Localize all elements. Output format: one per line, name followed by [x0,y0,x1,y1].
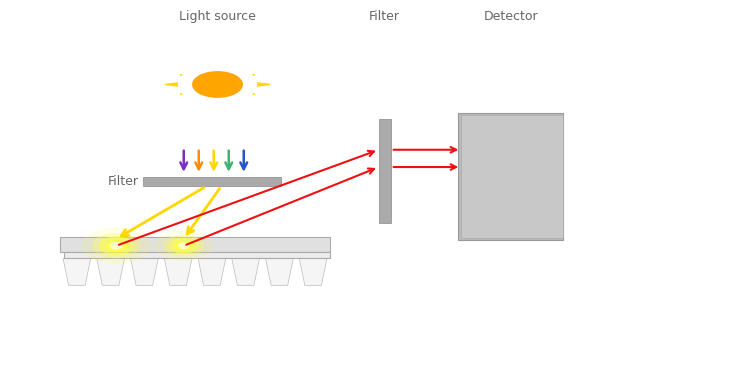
Circle shape [178,65,256,104]
Polygon shape [165,71,270,98]
Polygon shape [232,258,260,285]
Polygon shape [164,258,192,285]
Text: Detector: Detector [484,10,538,23]
Circle shape [93,233,140,258]
Text: Filter: Filter [108,175,139,188]
Polygon shape [97,258,124,285]
Circle shape [99,237,134,254]
Circle shape [82,228,150,263]
Bar [64,252,330,258]
Polygon shape [299,258,327,285]
Circle shape [170,238,198,253]
Circle shape [176,242,192,250]
Text: Light source: Light source [179,10,256,23]
Bar [461,115,562,238]
Bar [60,237,330,252]
Polygon shape [198,258,226,285]
Circle shape [178,243,189,248]
Circle shape [164,235,204,256]
Bar [142,177,281,186]
Bar [379,119,391,223]
Text: Filter: Filter [369,10,400,23]
Polygon shape [63,258,91,285]
Bar [458,113,562,240]
Polygon shape [130,258,158,285]
Circle shape [110,243,122,249]
Polygon shape [266,258,293,285]
Circle shape [155,231,212,260]
Circle shape [106,240,126,251]
Circle shape [193,72,242,97]
